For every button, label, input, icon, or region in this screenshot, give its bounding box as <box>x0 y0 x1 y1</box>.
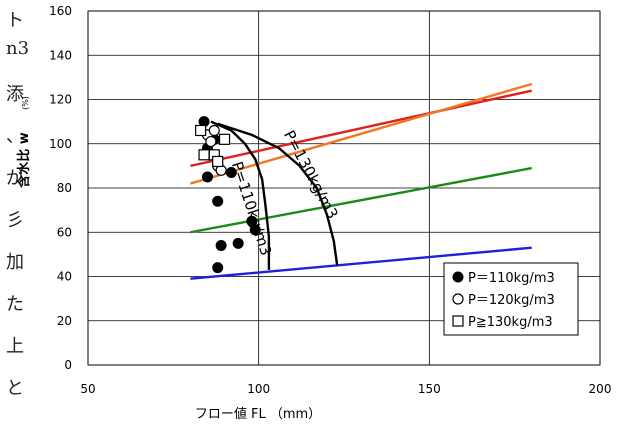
point-p130 <box>195 124 207 137</box>
reference-line <box>190 246 532 280</box>
boundary-curve <box>217 122 339 266</box>
side-text-char: ト <box>6 10 24 31</box>
x-tick-label: 200 <box>589 382 612 396</box>
legend-label: P＝110kg/m3 <box>468 271 555 286</box>
y-tick-label: 60 <box>57 225 72 239</box>
y-tick-label: 20 <box>57 314 72 328</box>
side-text-char: 、 <box>6 126 24 147</box>
side-text-char: と <box>6 378 24 399</box>
point-p130 <box>218 133 231 145</box>
data-points <box>195 116 261 274</box>
point-p110 <box>232 237 244 249</box>
point-p120 <box>205 135 217 148</box>
boundary-curve <box>210 120 271 270</box>
legend-label: P≧130kg/m3 <box>468 315 553 330</box>
x-tick-label: 50 <box>80 382 95 396</box>
x-tick-label: 100 <box>247 382 270 396</box>
legend: P＝110kg/m3 P＝120kg/m3 P≧130kg/m3 <box>443 262 579 336</box>
point-p130 <box>452 315 464 327</box>
side-text-char: 加 <box>6 252 24 273</box>
point-p110 <box>225 167 237 179</box>
legend-label: P＝120kg/m3 <box>468 293 555 308</box>
x-axis-label: フロー値 FL （mm） <box>195 406 321 422</box>
side-text-char: た <box>6 294 24 315</box>
point-p130 <box>212 155 224 168</box>
reference-line <box>190 89 532 168</box>
y-tick-label: 80 <box>57 181 72 195</box>
legend-box <box>443 262 579 336</box>
y-tick-label: 40 <box>57 270 72 284</box>
y-axis-label: 含水比 w <box>16 132 32 189</box>
axis-ticks: 0 20 40 60 80 100 120 140 160 50 100 150 200 <box>49 4 611 396</box>
y-tick-label: 160 <box>49 4 72 18</box>
axis-labels: フロー値 FL （mm） 含水比 w (%) <box>16 96 321 422</box>
point-p110 <box>212 262 224 274</box>
y-tick-label: 120 <box>49 93 72 107</box>
point-p120 <box>452 293 464 305</box>
point-p110 <box>212 195 224 207</box>
side-text-char: が <box>6 168 24 189</box>
y-tick-label: 100 <box>49 137 72 151</box>
y-tick-label: 140 <box>49 48 72 62</box>
point-p130 <box>198 149 210 161</box>
side-text-char: n3 <box>6 38 30 59</box>
y-tick-label: 0 <box>64 358 72 372</box>
reference-line <box>190 82 533 185</box>
point-p110 <box>215 240 227 252</box>
side-text-char: 添 <box>6 84 24 105</box>
point-p110 <box>201 171 213 183</box>
point-p110 <box>452 271 464 283</box>
x-tick-label: 150 <box>418 382 441 396</box>
side-text-char: 彡 <box>6 210 24 231</box>
y-axis-unit: (%) <box>21 96 30 110</box>
point-p120 <box>208 124 220 137</box>
side-text-char: 上 <box>6 336 24 357</box>
point-p110 <box>249 224 261 236</box>
